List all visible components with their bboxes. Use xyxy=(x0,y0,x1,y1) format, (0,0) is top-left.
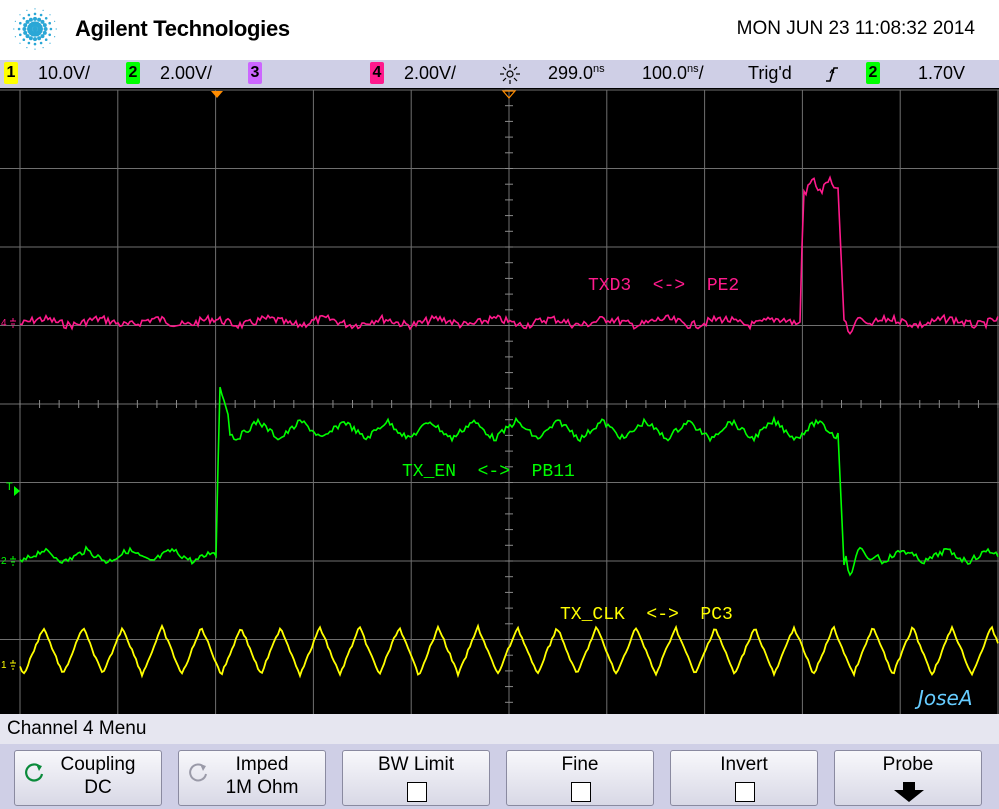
ch2-ground-marker[interactable]: 2 xyxy=(1,556,7,567)
delay-value[interactable]: 299.0ns xyxy=(548,63,605,83)
fine-softkey[interactable]: Fine xyxy=(506,750,654,806)
watermark: JoseA xyxy=(914,686,973,710)
ch4-scale[interactable]: 2.00V/ xyxy=(404,63,457,83)
probe-softkey[interactable]: Probe xyxy=(834,750,982,806)
rotate-knob-icon xyxy=(25,763,44,782)
invert-softkey[interactable]: Invert xyxy=(670,750,818,806)
coupling-softkey[interactable]: Coupling DC xyxy=(14,750,162,806)
fine-label: Fine xyxy=(561,754,599,775)
ch4-ground-marker[interactable]: 4 xyxy=(1,318,7,329)
ch4-waveform xyxy=(19,175,999,336)
impedance-label: Imped xyxy=(235,754,289,775)
agilent-logo-icon xyxy=(13,8,57,50)
fine-checkbox[interactable] xyxy=(571,782,591,802)
ch2-ground-icon xyxy=(10,556,16,566)
invert-checkbox[interactable] xyxy=(735,782,755,802)
trigger-source-badge[interactable]: 2 xyxy=(866,62,880,84)
impedance-value: 1M Ohm xyxy=(225,777,299,798)
arrow-down-icon xyxy=(894,782,924,802)
invert-label: Invert xyxy=(720,754,768,775)
bw-limit-softkey[interactable]: BW Limit xyxy=(342,750,490,806)
menu-title: Channel 4 Menu xyxy=(7,718,147,739)
coupling-value: DC xyxy=(84,777,112,798)
ch4-label: TXD3 <-> PE2 xyxy=(588,276,739,296)
trigger-level-arrow-icon xyxy=(14,486,20,496)
waveform-canvas: TXD3 <-> PE2 TX_EN <-> PB11 TX_CLK <-> P… xyxy=(0,89,999,714)
bw-limit-checkbox[interactable] xyxy=(407,782,427,802)
ch2-scale[interactable]: 2.00V/ xyxy=(160,63,213,83)
bw-limit-label: BW Limit xyxy=(378,754,454,775)
trigger-level-marker[interactable]: T xyxy=(6,481,13,493)
ch1-ground-icon xyxy=(10,660,16,670)
coupling-label: Coupling xyxy=(60,754,136,775)
ch2-badge[interactable]: 2 xyxy=(126,62,140,84)
ch1-scale[interactable]: 10.0V/ xyxy=(38,63,91,83)
brand-name: Agilent Technologies xyxy=(75,16,290,41)
rotate-knob-icon xyxy=(189,763,207,782)
softkey-bar: Coupling DC Imped 1M Ohm BW Limit Fine I… xyxy=(0,744,999,809)
ch2-waveform xyxy=(19,386,999,577)
header: Agilent Technologies MON JUN 23 11:08:32… xyxy=(0,0,999,60)
ch1-waveform xyxy=(19,623,999,679)
menu-title-bar: Channel 4 Menu xyxy=(0,714,999,744)
delay-knob-icon xyxy=(500,64,520,84)
scope-display[interactable]: TXD3 <-> PE2 TX_EN <-> PB11 TX_CLK <-> P… xyxy=(0,88,999,714)
impedance-softkey[interactable]: Imped 1M Ohm xyxy=(178,750,326,806)
trigger-state: Trig'd xyxy=(748,63,792,83)
ch4-badge[interactable]: 4 xyxy=(370,62,384,84)
ch4-ground-icon xyxy=(10,318,16,328)
rising-edge-icon xyxy=(826,67,838,82)
status-bar: 1 10.0V/ 2 2.00V/ 3 4 2.00V/ 299.0ns 100… xyxy=(0,60,999,88)
graticule xyxy=(0,89,999,714)
ch3-badge[interactable]: 3 xyxy=(248,62,262,84)
trigger-level[interactable]: 1.70V xyxy=(918,63,966,83)
ch2-label: TX_EN <-> PB11 xyxy=(402,462,575,482)
timebase-value[interactable]: 100.0ns/ xyxy=(642,63,704,83)
trigger-position-marker xyxy=(211,91,223,98)
delay-center-marker xyxy=(501,90,517,99)
ch1-ground-marker[interactable]: 1 xyxy=(1,660,7,671)
ch1-label: TX_CLK <-> PC3 xyxy=(560,605,733,625)
probe-label: Probe xyxy=(882,754,934,775)
date-time: MON JUN 23 11:08:32 2014 xyxy=(736,18,975,39)
ch1-badge[interactable]: 1 xyxy=(4,62,18,84)
